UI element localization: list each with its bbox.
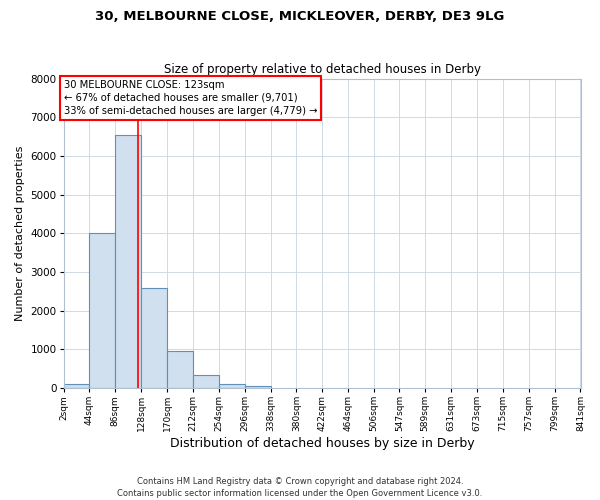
- Bar: [219, 384, 245, 388]
- Y-axis label: Number of detached properties: Number of detached properties: [15, 146, 25, 321]
- Title: Size of property relative to detached houses in Derby: Size of property relative to detached ho…: [164, 63, 481, 76]
- Text: 30 MELBOURNE CLOSE: 123sqm
← 67% of detached houses are smaller (9,701)
33% of s: 30 MELBOURNE CLOSE: 123sqm ← 67% of deta…: [64, 80, 317, 116]
- X-axis label: Distribution of detached houses by size in Derby: Distribution of detached houses by size …: [170, 437, 475, 450]
- Bar: [141, 288, 167, 388]
- Bar: [115, 134, 141, 388]
- Bar: [64, 384, 89, 388]
- Text: 30, MELBOURNE CLOSE, MICKLEOVER, DERBY, DE3 9LG: 30, MELBOURNE CLOSE, MICKLEOVER, DERBY, …: [95, 10, 505, 23]
- Bar: [245, 386, 271, 388]
- Bar: [167, 352, 193, 388]
- Bar: [89, 234, 115, 388]
- Bar: [193, 374, 219, 388]
- Text: Contains HM Land Registry data © Crown copyright and database right 2024.
Contai: Contains HM Land Registry data © Crown c…: [118, 476, 482, 498]
